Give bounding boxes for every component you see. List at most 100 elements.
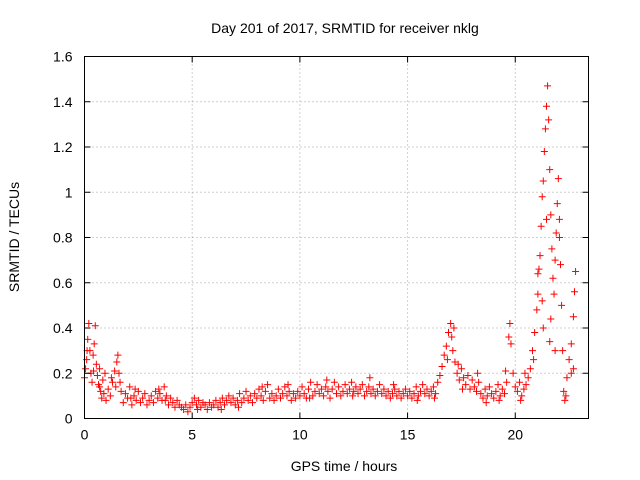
data-point <box>537 222 545 230</box>
data-point <box>539 324 547 332</box>
data-point <box>496 392 504 400</box>
data-point <box>549 274 557 282</box>
data-point <box>348 378 356 386</box>
data-point <box>137 399 144 407</box>
data-point <box>361 392 368 400</box>
data-point <box>307 378 315 386</box>
data-point <box>107 374 115 382</box>
data-point <box>264 381 272 389</box>
data-point <box>371 392 379 400</box>
data-point <box>464 372 472 380</box>
data-point <box>240 394 248 402</box>
data-point <box>483 392 491 400</box>
data-point <box>565 356 573 364</box>
data-point <box>203 405 211 413</box>
data-point <box>509 369 517 377</box>
data-point <box>455 376 463 384</box>
data-point <box>365 383 373 391</box>
data-point <box>268 390 276 398</box>
data-point <box>322 383 330 391</box>
data-point <box>114 351 122 359</box>
data-point <box>132 396 140 404</box>
data-point <box>399 390 407 398</box>
data-point <box>139 394 147 402</box>
data-point <box>99 376 107 384</box>
data-point <box>89 351 97 359</box>
data-point <box>210 401 218 409</box>
data-point <box>494 381 502 389</box>
data-point <box>233 396 241 404</box>
data-point <box>390 381 398 389</box>
data-point <box>544 82 552 90</box>
x-axis-title: GPS time / hours <box>291 458 398 474</box>
data-point <box>358 381 366 389</box>
data-point <box>546 338 554 346</box>
y-tick-label: 0.8 <box>53 230 73 246</box>
data-point <box>242 387 250 395</box>
data-point <box>438 362 446 370</box>
data-point <box>533 306 541 314</box>
data-point <box>98 394 106 402</box>
data-point <box>513 387 521 395</box>
data-point <box>541 125 549 133</box>
data-point <box>294 387 302 395</box>
data-point <box>289 390 297 398</box>
data-point <box>419 381 427 389</box>
y-tick-label: 1 <box>65 184 73 200</box>
data-point <box>552 229 560 237</box>
data-point <box>530 356 538 364</box>
data-point <box>217 405 225 413</box>
data-point <box>406 387 414 395</box>
data-point <box>529 347 536 355</box>
x-tick-label: 0 <box>81 427 89 443</box>
data-point <box>547 211 555 219</box>
data-point <box>548 245 556 253</box>
data-point <box>563 374 571 382</box>
data-point <box>109 378 116 386</box>
data-point <box>201 401 209 409</box>
data-point <box>335 383 343 391</box>
data-point <box>558 301 566 309</box>
data-point <box>477 390 485 398</box>
data-point <box>323 376 331 384</box>
data-point <box>90 340 98 348</box>
data-point <box>300 390 308 398</box>
data-point <box>169 399 177 407</box>
data-point <box>298 383 306 391</box>
data-point <box>180 405 188 413</box>
data-point <box>112 383 120 391</box>
data-point <box>501 390 508 398</box>
data-point <box>557 261 564 269</box>
data-points <box>81 82 580 416</box>
data-point <box>534 270 542 278</box>
data-point <box>524 374 532 382</box>
data-point <box>427 387 435 395</box>
data-point <box>328 385 336 393</box>
data-point <box>131 385 139 393</box>
data-point <box>104 385 112 393</box>
data-point <box>218 394 226 402</box>
data-point <box>470 383 478 391</box>
data-point <box>535 265 543 273</box>
data-point <box>292 394 300 402</box>
data-point <box>284 381 292 389</box>
data-point <box>337 392 345 400</box>
data-point <box>481 385 489 393</box>
data-point <box>82 365 90 373</box>
data-point <box>92 360 100 368</box>
data-point <box>414 392 422 400</box>
data-point <box>401 385 409 393</box>
data-point <box>543 102 550 110</box>
data-point <box>539 177 547 185</box>
data-point <box>380 385 388 393</box>
data-point <box>258 383 266 391</box>
data-point <box>156 390 164 398</box>
data-point <box>223 396 231 404</box>
data-point <box>333 390 340 398</box>
data-point <box>315 390 323 398</box>
data-point <box>432 390 440 398</box>
data-point <box>253 394 261 402</box>
data-point <box>106 392 114 400</box>
y-tick-label: 0.6 <box>53 275 73 291</box>
data-point <box>141 390 149 398</box>
